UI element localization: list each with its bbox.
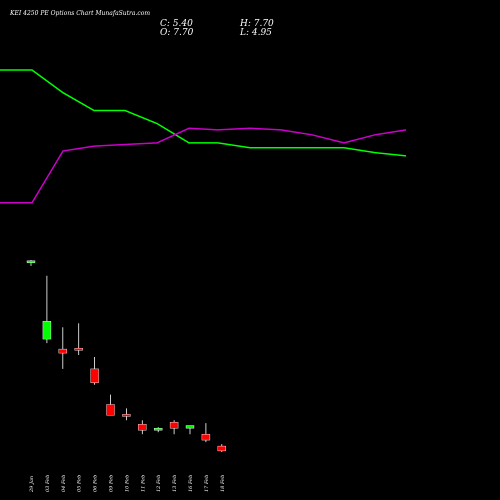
chart-title: KEI 4250 PE Options Chart MunafaSutra.co… (10, 10, 151, 17)
candle-body (138, 424, 147, 431)
x-tick-label: 06 Feb (93, 475, 99, 492)
candle-body (74, 348, 83, 351)
x-tick-label: 16 Feb (188, 475, 194, 492)
candle-body (217, 445, 227, 452)
x-tick-label: 12 Feb (156, 475, 162, 492)
candle-body (26, 260, 36, 263)
candle-body (122, 414, 131, 417)
candle-body (201, 434, 211, 441)
low-value: L: 4.95 (240, 28, 272, 38)
x-tick-label: 10 Feb (124, 475, 130, 492)
open-value: O: 7.70 (160, 28, 194, 38)
x-tick-label: 17 Feb (204, 475, 210, 492)
candle-body (106, 404, 115, 416)
x-tick-label: 18 Feb (220, 475, 226, 492)
x-tick-label: 29 Jan (29, 476, 35, 493)
x-tick-label: 03 Feb (45, 475, 51, 492)
indicator-line-2 (0, 127, 407, 204)
candle-body (58, 348, 67, 354)
candle-body (90, 368, 99, 383)
candle-body (153, 428, 163, 431)
high-value: H: 7.70 (240, 19, 274, 29)
indicator-line-1 (0, 69, 407, 157)
candle-body (185, 425, 195, 429)
x-tick-label: 09 Feb (109, 475, 115, 492)
candle-body (169, 422, 179, 429)
close-value: C: 5.40 (160, 19, 193, 29)
x-tick-label: 05 Feb (77, 475, 83, 492)
x-tick-label: 13 Feb (172, 475, 178, 492)
candle-body (42, 321, 52, 340)
x-tick-label: 11 Feb (140, 475, 146, 492)
x-tick-label: 04 Feb (61, 475, 67, 492)
